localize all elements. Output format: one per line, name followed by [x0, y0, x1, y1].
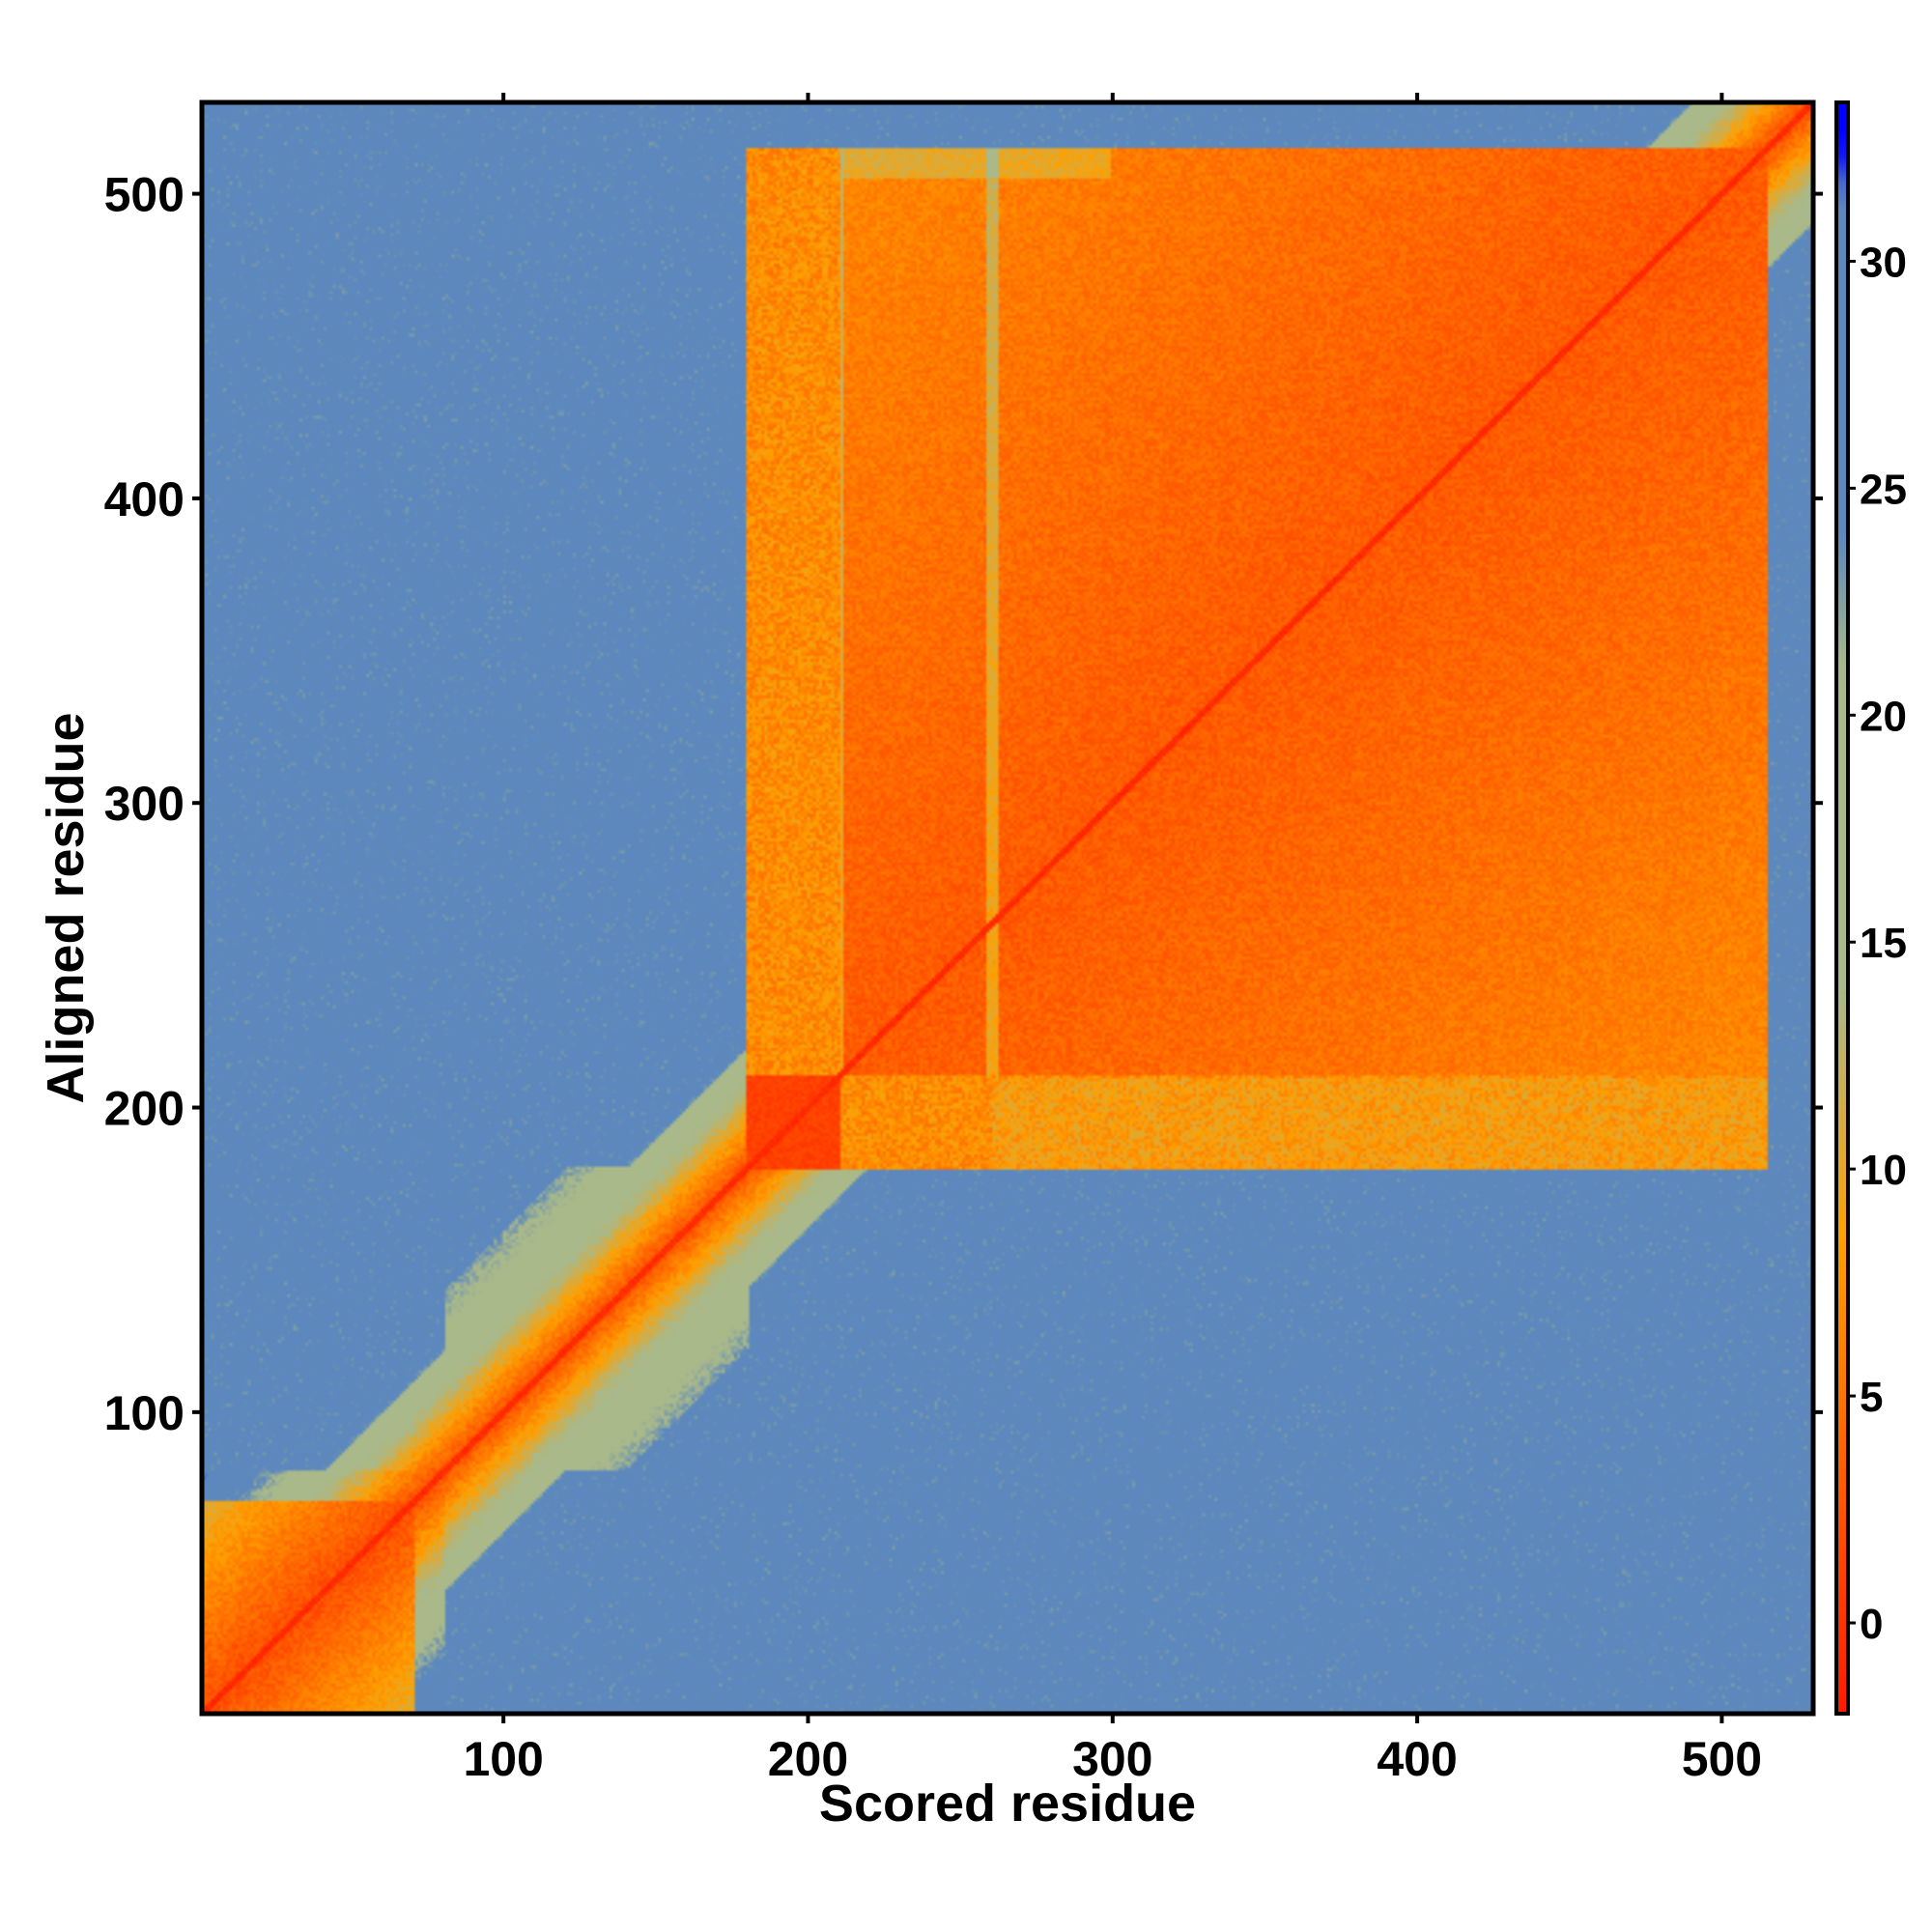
colorbar-tick-label: 5 — [1860, 1374, 1883, 1421]
colorbar-tick-label: 30 — [1860, 239, 1907, 286]
colorbar: 0 5 10 15 20 25 30 — [1834, 100, 1907, 1716]
y-tick-label: 500 — [104, 168, 185, 222]
x-tick-label: 100 — [463, 1732, 543, 1786]
colorbar-tick-label: 25 — [1860, 466, 1907, 513]
x-tick-label: 300 — [1072, 1732, 1152, 1786]
y-tick-label: 100 — [104, 1386, 185, 1440]
x-tick-label: 200 — [768, 1732, 848, 1786]
colorbar-tick-label: 20 — [1860, 693, 1907, 740]
x-tick-label: 400 — [1377, 1732, 1457, 1786]
y-axis-title: Aligned residue — [37, 712, 95, 1103]
y-tick-label: 200 — [104, 1082, 185, 1136]
y-tick-label: 300 — [104, 777, 185, 831]
plot-frame — [199, 99, 1816, 1717]
colorbar-tick-label: 10 — [1860, 1147, 1907, 1194]
heatmap-image — [202, 102, 1813, 1714]
colorbar-gradient — [1836, 102, 1848, 1714]
y-axis: 100 200 300 400 500 — [104, 168, 1823, 1440]
x-tick-label: 500 — [1682, 1732, 1762, 1786]
plot-area — [199, 99, 1816, 1717]
x-axis: 100 200 300 400 500 — [463, 93, 1762, 1786]
y-tick-label: 400 — [104, 472, 185, 526]
colorbar-tick-label: 0 — [1860, 1601, 1883, 1648]
colorbar-frame — [1834, 100, 1850, 1716]
x-axis-title: Scored residue — [819, 1775, 1196, 1833]
colorbar-ticks: 0 5 10 15 20 25 30 — [1848, 239, 1907, 1648]
colorbar-tick-label: 15 — [1860, 920, 1907, 967]
